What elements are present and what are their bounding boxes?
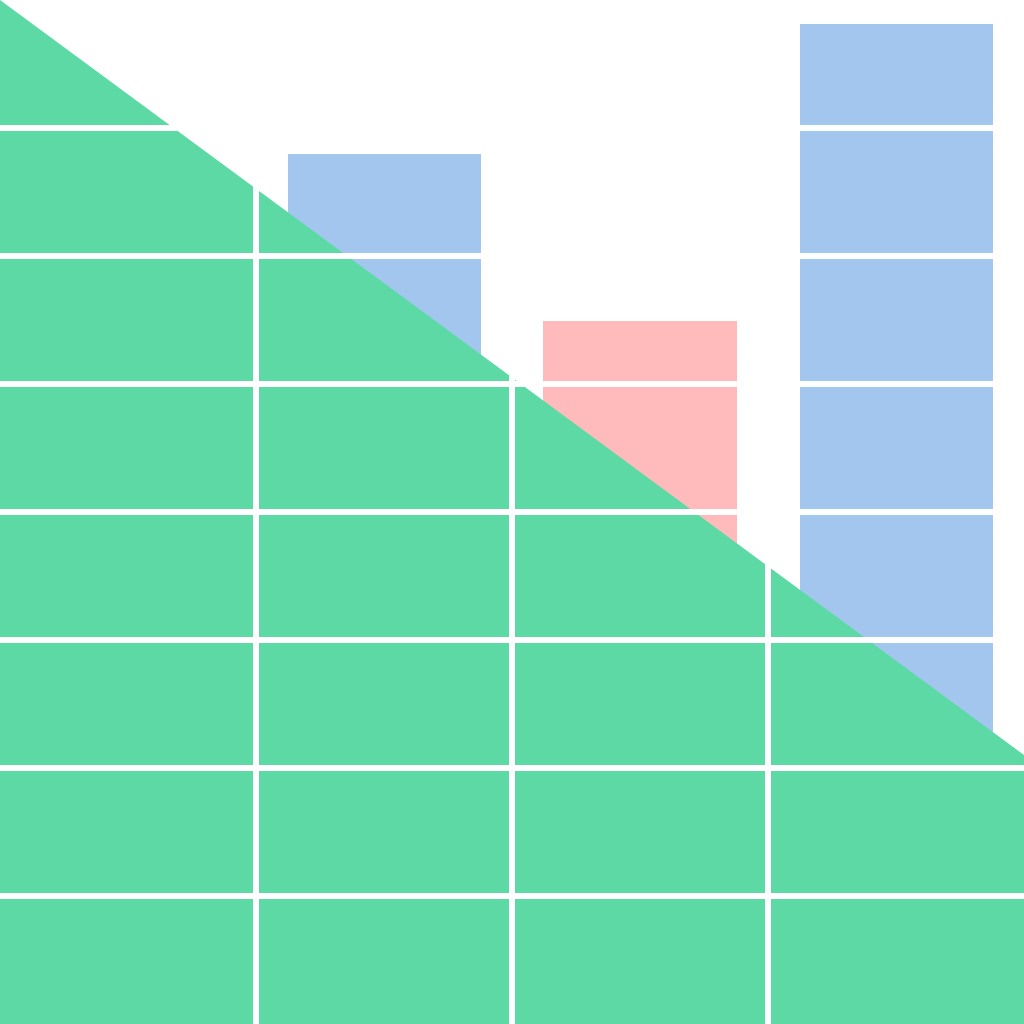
gridline-vertical-0 xyxy=(253,0,259,1024)
gridline-vertical-1 xyxy=(509,0,515,1024)
gridline-vertical-2 xyxy=(765,0,771,1024)
